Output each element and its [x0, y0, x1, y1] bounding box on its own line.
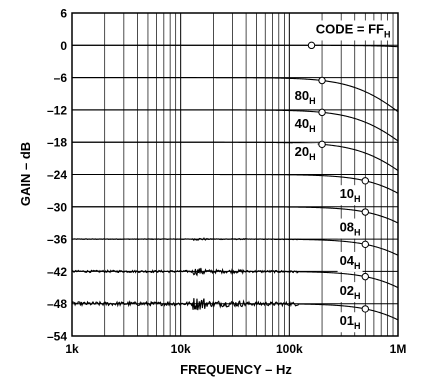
x-tick-labels: 1k 10k 100k 1M: [65, 342, 406, 356]
series-line-FF: [72, 44, 399, 48]
series-label-text: 40: [295, 116, 309, 131]
series-label-background: [337, 312, 363, 333]
series-marker-80: [318, 76, 326, 85]
x-tick-label: 10k: [171, 342, 191, 356]
series-line-02: [72, 267, 399, 289]
series-marker-08: [361, 208, 369, 216]
series-marker-04: [361, 240, 369, 249]
series-line-10: [72, 173, 399, 194]
y-tick-label: –6: [54, 71, 68, 85]
series-label-subscript: H: [354, 291, 361, 301]
series-label-80: 80H: [295, 88, 316, 106]
series-label-background: [292, 87, 318, 108]
series-line-20: [72, 141, 399, 172]
series-label-text: 10: [340, 186, 354, 201]
series-label-text: 01: [340, 313, 354, 328]
series-label-subscript: H: [309, 96, 316, 106]
series-label-20: 20H: [295, 144, 316, 162]
x-tick-label: 1M: [390, 342, 407, 356]
series-marker-40: [318, 108, 326, 117]
y-tick-labels: 6 0 –6 –12 –18 –24 –30 –36 –42 –48 –54: [47, 7, 67, 344]
series-label-text: 80: [295, 88, 309, 103]
y-tick-label: –48: [47, 297, 67, 311]
series-label-text: CODE = FF: [316, 21, 384, 36]
plot-frame: [71, 12, 399, 337]
series-label-10: 10H: [340, 186, 361, 204]
series-label-background: [337, 251, 363, 272]
series-line-40: [72, 109, 399, 142]
y-tick-label: –42: [47, 265, 67, 279]
y-tick-label: –36: [47, 233, 67, 247]
y-tick-label: –18: [47, 136, 67, 150]
series-label-08: 08H: [340, 220, 361, 238]
series-label-background: [313, 20, 393, 41]
series-label-FF: CODE = FFH: [316, 21, 391, 39]
series-label-background: [337, 185, 363, 206]
series-line-80: [72, 77, 399, 113]
series-label-01: 01H: [340, 313, 361, 331]
y-tick-label: 0: [60, 39, 67, 53]
series-label-subscript: H: [309, 152, 316, 162]
series-line-08: [72, 206, 399, 224]
series-label-text: 20: [295, 144, 309, 159]
series-group: [71, 41, 399, 321]
series-label-text: 04: [340, 253, 355, 268]
series-label-subscript: H: [354, 228, 361, 238]
series-label-background: [292, 143, 318, 164]
series-label-subscript: H: [309, 124, 316, 134]
series-label-02: 02H: [340, 283, 361, 301]
y-tick-label: 6: [60, 7, 67, 21]
series-label-text: 08: [340, 220, 354, 235]
series-marker-01: [361, 305, 369, 313]
x-axis-label: FREQUENCY – Hz: [180, 362, 292, 377]
series-label-background: [292, 115, 318, 136]
series-line-04: [71, 237, 399, 256]
series-label-subscript: H: [354, 261, 361, 271]
series-label-background: [337, 218, 363, 239]
x-tick-label: 1k: [65, 342, 79, 356]
y-axis-label: GAIN – dB: [18, 142, 33, 206]
series-line-01: [71, 298, 399, 321]
y-tick-label: –54: [47, 330, 67, 344]
series-marker-02: [361, 272, 369, 281]
series-label-subscript: H: [354, 194, 361, 204]
series-marker-FF: [307, 41, 316, 50]
series-label-subscript: H: [354, 321, 361, 331]
y-tick-label: –24: [47, 168, 67, 182]
series-label-background: [337, 282, 363, 303]
series-marker-10: [361, 177, 369, 185]
x-tick-label: 100k: [276, 342, 303, 356]
y-tick-label: –30: [47, 200, 67, 214]
series-label-subscript: H: [384, 29, 391, 39]
series-label-40: 40H: [295, 116, 316, 134]
series-marker-20: [318, 140, 326, 149]
y-tick-label: –12: [47, 103, 67, 117]
series-label-text: 02: [340, 283, 354, 298]
series-label-04: 04H: [340, 253, 361, 271]
